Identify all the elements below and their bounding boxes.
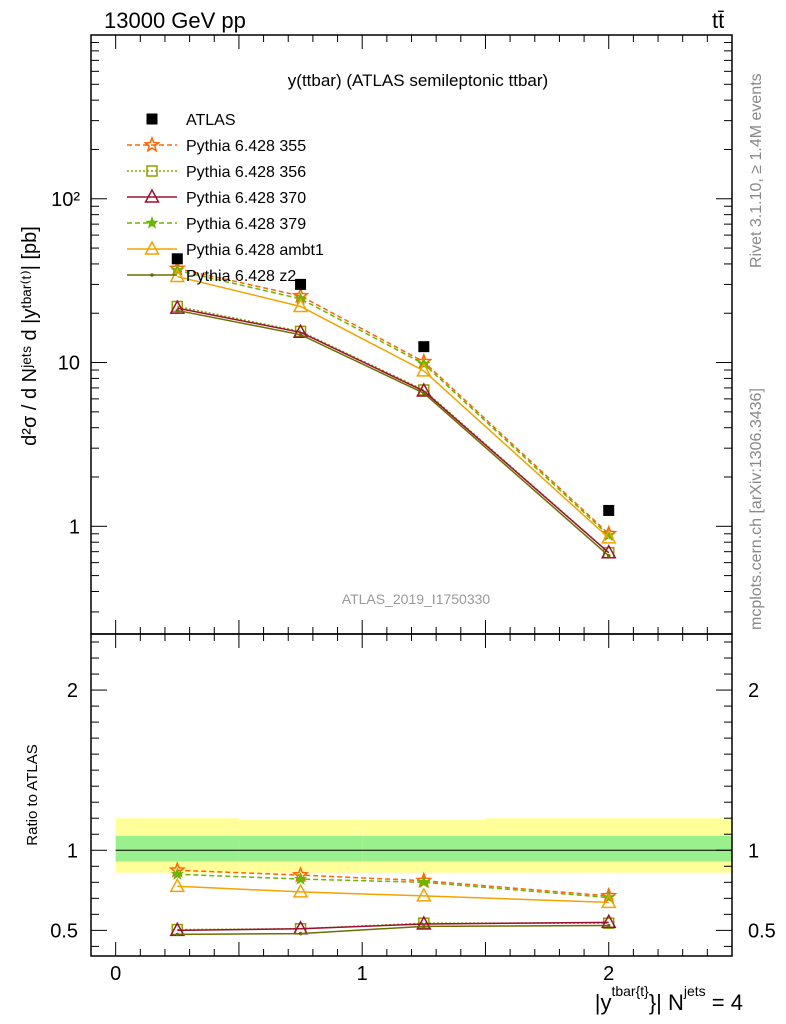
series-line	[177, 309, 610, 557]
ratio-frame	[90, 633, 733, 957]
ratio-band-inner	[238, 835, 363, 862]
data-point	[603, 504, 615, 516]
x-label-tail: = 4	[706, 990, 743, 1015]
energy-label: 13000 GeV pp	[104, 8, 246, 33]
ratio-tick-label-right: 2	[748, 680, 759, 702]
series-line	[177, 275, 610, 539]
y-tick-label: 10	[58, 353, 80, 375]
rivet-label: Rivet 3.1.10, ≥ 1.4M events	[748, 73, 765, 268]
triangle-marker	[416, 887, 432, 902]
star-marker	[293, 872, 308, 885]
x-tick-label: 1	[357, 963, 368, 985]
ratio-tick-label-right: 0.5	[748, 920, 776, 942]
ratio-series-line	[177, 869, 609, 897]
dot-marker	[606, 554, 611, 558]
triangle-marker	[292, 323, 309, 339]
ratio-series-line	[177, 885, 609, 904]
ratio-tick-label-right: 1	[748, 840, 759, 862]
dot-marker	[175, 308, 180, 313]
chart-title: y(ttbar) (ATLAS semileptonic ttbar)	[288, 71, 548, 90]
ratio-band-inner	[362, 835, 486, 862]
svg-text:|ytbar{t}}| Njets = 4: |ytbar{t}}| Njets = 4	[595, 983, 743, 1015]
x-label-superscript: jets	[683, 983, 706, 999]
ratio-series-line	[177, 873, 609, 899]
star-marker	[417, 875, 431, 888]
ratio-tick-label: 0.5	[50, 920, 78, 942]
triangle-marker	[600, 529, 617, 544]
triangle-marker	[416, 382, 432, 397]
triangle-marker	[416, 362, 432, 377]
x-tick-label: 0	[110, 963, 121, 985]
series-line	[177, 267, 610, 535]
ratio-panel: Ratio to ATLAS 0 1 2 0.5 0.5 1 1 2 2	[24, 633, 776, 985]
legend-label: ATLAS	[186, 112, 236, 129]
x-label-mid: }| N	[649, 990, 684, 1015]
x-label-main: |y	[595, 990, 612, 1015]
main-panel: y(ttbar) (ATLAS semileptonic ttbar) ATLA…	[19, 34, 733, 635]
triangle-marker	[144, 188, 160, 203]
dot-marker	[150, 273, 154, 277]
ratio-y-label: Ratio to ATLAS	[24, 744, 41, 845]
triangle-marker	[169, 299, 186, 314]
triangle-marker	[169, 877, 186, 893]
star-marker	[170, 867, 184, 880]
ratio-band-inner	[115, 835, 239, 862]
mcplots-label: mcplots.cern.ch [arXiv:1306.3436]	[748, 388, 765, 630]
triangle-marker	[144, 240, 160, 255]
triangle-marker	[292, 883, 309, 898]
x-tick-label: 2	[603, 963, 614, 985]
ratio-axes: 0 1 2 0.5 0.5 1 1 2 2	[50, 634, 776, 985]
process-label: tt̄	[712, 8, 724, 33]
ratio-band-inner	[485, 835, 732, 862]
legend-label: Pythia 6.428 379	[186, 216, 306, 233]
dot-marker	[422, 391, 426, 395]
ratio-tick-label: 2	[67, 680, 78, 702]
dot-marker	[606, 923, 611, 928]
square-marker	[146, 165, 158, 177]
star-marker	[602, 890, 616, 904]
x-label-superscript: tbar{t}	[611, 983, 649, 999]
dot-marker	[175, 932, 180, 937]
data-point	[418, 341, 430, 353]
series-line	[177, 307, 610, 554]
ratio-series-line	[177, 921, 609, 932]
triangle-marker	[416, 915, 432, 930]
ratio-series	[168, 861, 618, 937]
x-axis-label: |ytbar{t}}| Njets = 4	[595, 983, 743, 1015]
triangle-marker	[600, 893, 617, 909]
series-line	[177, 305, 610, 554]
star-marker	[145, 216, 159, 229]
ratio-series-line	[177, 924, 609, 936]
dot-marker	[298, 931, 303, 936]
data-point	[146, 113, 158, 125]
legend-label: Pythia 6.428 355	[186, 138, 306, 155]
ratio-bands	[115, 818, 732, 873]
series-line	[177, 269, 610, 536]
star-marker	[143, 135, 161, 153]
main-axes: 1 10 10²	[51, 35, 733, 634]
legend-label: Pythia 6.428 356	[186, 164, 306, 181]
main-series	[168, 253, 618, 559]
dot-marker	[422, 924, 426, 929]
triangle-marker	[292, 297, 309, 313]
y-axis-label: d²σ / d Nʲᵉᵗˢ d |yᵗᵇᵃʳ⁽ᵗ⁾| [pb]	[19, 226, 41, 446]
legend: ATLAS Pythia 6.428 355 Pythia 6.428 356 Pyt…	[127, 112, 324, 285]
legend-label: Pythia 6.428 370	[186, 190, 306, 207]
dot-marker	[298, 332, 303, 337]
legend-label: Pythia 6.428 z2	[186, 268, 296, 285]
ratio-tick-label: 1	[67, 840, 78, 862]
y-tick-label: 1	[69, 516, 80, 538]
data-point	[295, 278, 307, 290]
analysis-watermark: ATLAS_2019_I1750330	[342, 591, 491, 607]
y-tick-label: 10²	[51, 189, 80, 211]
legend-label: Pythia 6.428 ambt1	[186, 242, 324, 259]
triangle-marker	[600, 544, 617, 559]
data-point	[171, 253, 183, 265]
